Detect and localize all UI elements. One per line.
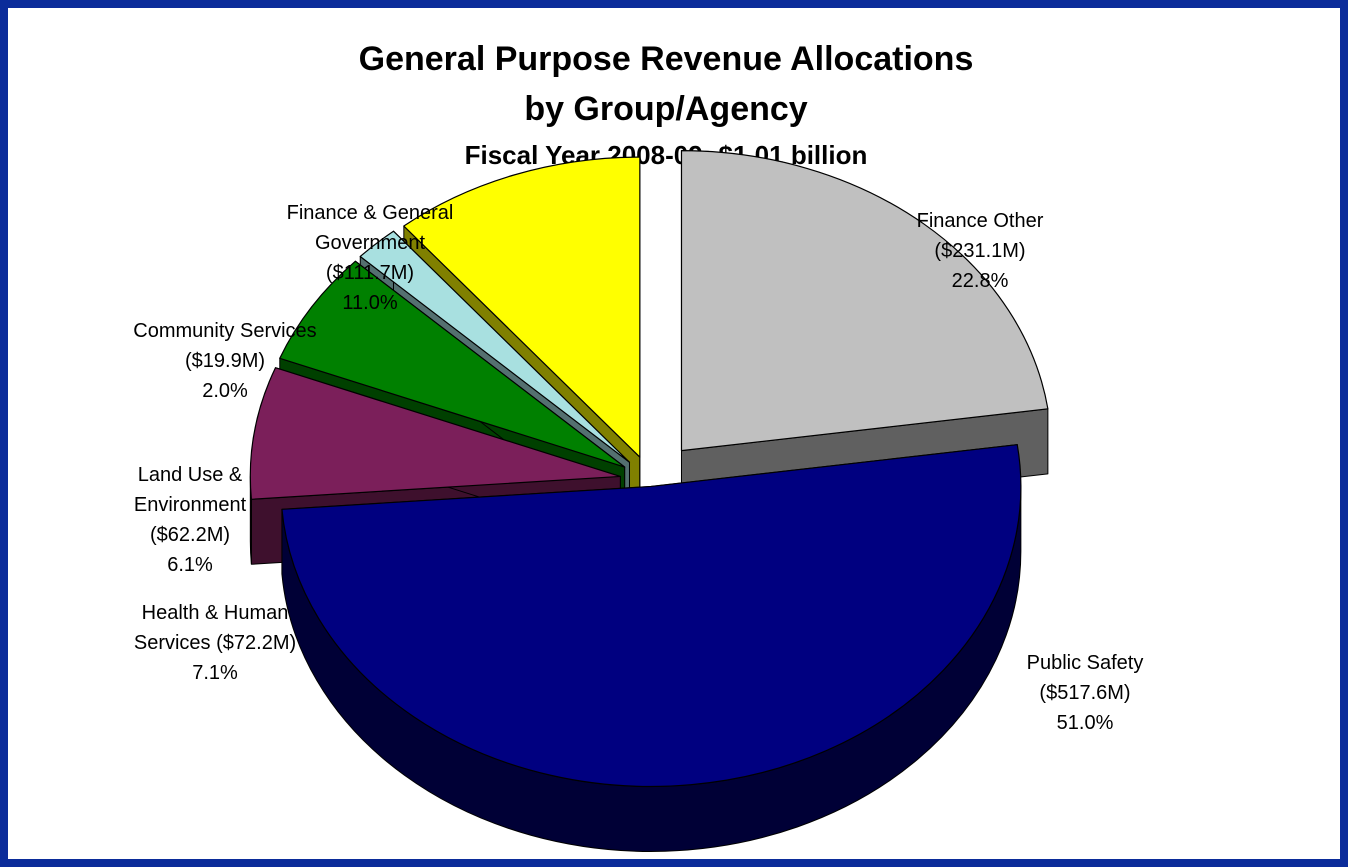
pie-slice-top-finance-general bbox=[403, 156, 641, 458]
chart-title-line-2: by Group/Agency bbox=[524, 90, 808, 128]
slice-label-finance-general-government: Finance & General Government ($111.7M) 1… bbox=[286, 202, 454, 314]
pie-slice-top-community-services bbox=[359, 230, 631, 463]
pie-slice-top-public-safety bbox=[281, 444, 1022, 788]
slice-label-health-human-services: Health & Human Services ($72.2M) 7.1% bbox=[133, 602, 297, 684]
slice-label-community-services: Community Services ($19.9M) 2.0% bbox=[133, 320, 317, 402]
chart-subtitle: Fiscal Year 2008-09: $1.01 billion bbox=[464, 140, 868, 170]
pie-slice-top-finance-other bbox=[680, 150, 1049, 452]
pie-slice-public-safety bbox=[281, 444, 1022, 852]
slice-label-finance-other: Finance Other ($231.1M) 22.8% bbox=[916, 210, 1044, 292]
slice-label-land-use-environment: Land Use & Environment ($62.2M) 6.1% bbox=[133, 464, 247, 576]
pie-slice-top-health-human bbox=[249, 367, 621, 500]
chart-title: General Purpose Revenue Allocations bbox=[358, 40, 974, 78]
pie-slice-top-land-use bbox=[279, 260, 626, 468]
slice-label-public-safety: Public Safety ($517.6M) 51.0% bbox=[1026, 652, 1144, 734]
